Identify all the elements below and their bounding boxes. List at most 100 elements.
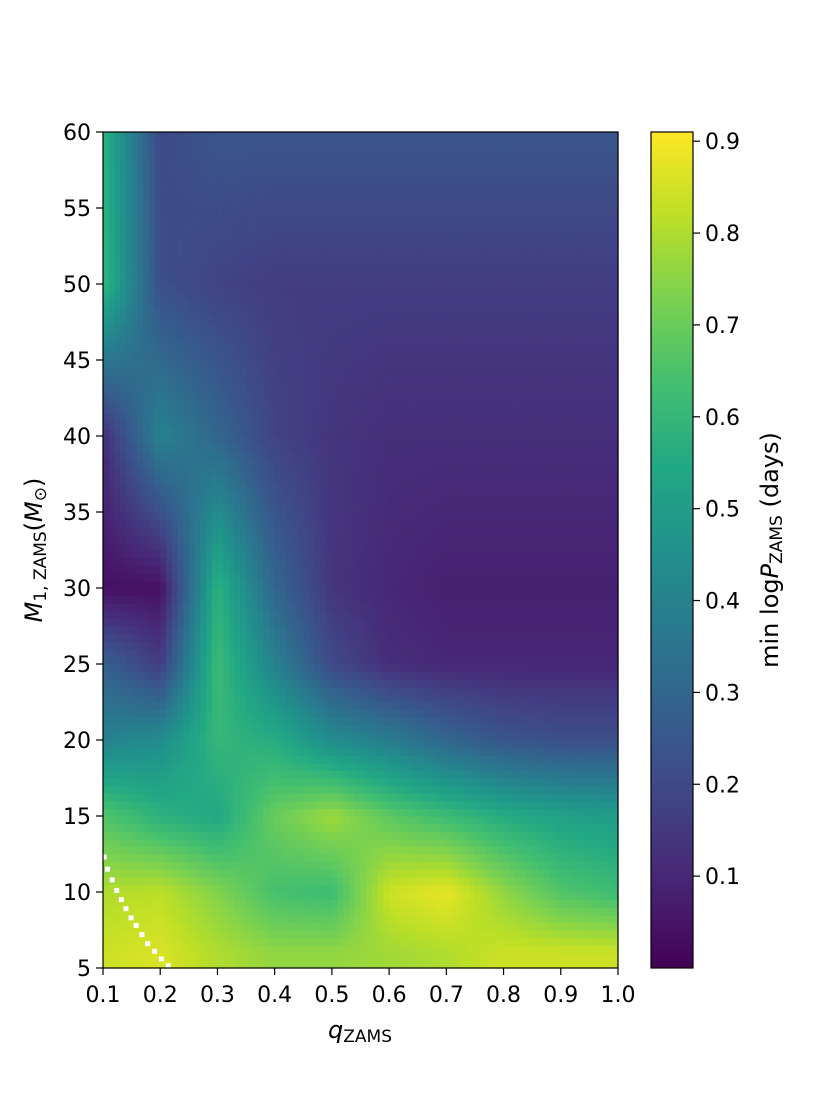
- heatmap-cell: [303, 306, 310, 315]
- heatmap-cell: [291, 618, 299, 627]
- heatmap-cell: [223, 481, 230, 490]
- heatmap-cell: [125, 724, 133, 733]
- heatmap-cell: [343, 405, 350, 414]
- heatmap-cell: [297, 527, 304, 536]
- heatmap-cell: [148, 238, 156, 247]
- heatmap-cell: [183, 192, 190, 201]
- heatmap-cell: [183, 512, 190, 521]
- heatmap-cell: [108, 382, 116, 391]
- heatmap-cell: [188, 550, 196, 559]
- heatmap-cell: [103, 816, 110, 825]
- heatmap-cell: [154, 740, 161, 749]
- heatmap-cell: [194, 740, 201, 749]
- heatmap-cell: [148, 208, 156, 217]
- heatmap-cell: [303, 200, 310, 209]
- heatmap-cell: [120, 443, 127, 452]
- heatmap-cell: [349, 147, 356, 156]
- heatmap-cell: [183, 367, 190, 376]
- heatmap-cell: [246, 474, 253, 483]
- heatmap-cell: [188, 291, 196, 300]
- heatmap-cell: [200, 542, 207, 551]
- heatmap-cell: [314, 314, 322, 323]
- heatmap-cell: [331, 907, 339, 916]
- heatmap-cell: [137, 284, 144, 293]
- heatmap-cell: [337, 314, 344, 323]
- heatmap-cell: [280, 542, 287, 551]
- heatmap-cell: [143, 740, 150, 749]
- heatmap-cell: [234, 854, 241, 863]
- heatmap-cell: [274, 641, 281, 650]
- heatmap-cell: [234, 831, 241, 840]
- heatmap-cell: [171, 367, 178, 376]
- heatmap-cell: [120, 246, 127, 255]
- heatmap-cell: [177, 937, 184, 946]
- heatmap-cell: [331, 778, 339, 787]
- heatmap-cell: [183, 496, 190, 505]
- heatmap-cell: [274, 367, 281, 376]
- heatmap-cell: [234, 139, 241, 148]
- heatmap-cell: [343, 618, 350, 627]
- heatmap-cell: [291, 869, 299, 878]
- heatmap-cell: [177, 352, 184, 361]
- heatmap-cell: [108, 770, 116, 779]
- heatmap-cell: [211, 230, 219, 239]
- heatmap-cell: [343, 838, 350, 847]
- heatmap-cell: [309, 504, 316, 513]
- heatmap-cell: [337, 527, 344, 536]
- heatmap-cell: [165, 314, 173, 323]
- heatmap-cell: [240, 337, 247, 346]
- heatmap-cell: [177, 747, 184, 756]
- heatmap-cell: [314, 481, 322, 490]
- heatmap-cell: [268, 398, 276, 407]
- heatmap-cell: [154, 139, 161, 148]
- heatmap-cell: [234, 337, 241, 346]
- heatmap-cell: [211, 208, 219, 217]
- heatmap-cell: [320, 420, 327, 429]
- heatmap-cell: [194, 854, 201, 863]
- heatmap-cell: [137, 694, 144, 703]
- heatmap-cell: [160, 527, 167, 536]
- heatmap-cell: [257, 208, 264, 217]
- heatmap-cell: [160, 344, 167, 353]
- heatmap-cell: [349, 496, 356, 505]
- heatmap-cell: [206, 618, 213, 627]
- heatmap-cell: [354, 352, 362, 361]
- heatmap-cell: [337, 428, 344, 437]
- heatmap-cell: [354, 284, 362, 293]
- heatmap-cell: [234, 261, 241, 270]
- heatmap-cell: [326, 390, 333, 399]
- heatmap-cell: [297, 572, 304, 581]
- heatmap-cell: [211, 481, 219, 490]
- heatmap-cell: [280, 914, 287, 923]
- heatmap-cell: [148, 664, 156, 673]
- heatmap-cell: [143, 747, 150, 756]
- heatmap-cell: [188, 261, 196, 270]
- heatmap-cell: [280, 162, 287, 171]
- heatmap-cell: [314, 177, 322, 186]
- heatmap-cell: [223, 375, 230, 384]
- heatmap-cell: [143, 208, 150, 217]
- heatmap-cell: [240, 360, 247, 369]
- heatmap-cell: [165, 702, 173, 711]
- heatmap-cell: [171, 375, 178, 384]
- heatmap-cell: [177, 276, 184, 285]
- heatmap-cell: [331, 709, 339, 718]
- heatmap-cell: [314, 253, 322, 262]
- heatmap-cell: [211, 223, 219, 232]
- heatmap-cell: [337, 177, 344, 186]
- heatmap-cell: [223, 504, 230, 513]
- heatmap-cell: [217, 420, 224, 429]
- heatmap-cell: [331, 960, 339, 969]
- heatmap-cell: [274, 907, 281, 916]
- heatmap-cell: [183, 747, 190, 756]
- heatmap-cell: [303, 337, 310, 346]
- heatmap-cell: [131, 268, 138, 277]
- heatmap-cell: [257, 314, 264, 323]
- heatmap-cell: [183, 170, 190, 179]
- heatmap-cell: [194, 800, 201, 809]
- heatmap-cell: [246, 740, 253, 749]
- heatmap-cell: [200, 550, 207, 559]
- heatmap-cell: [114, 572, 121, 581]
- heatmap-cell: [246, 246, 253, 255]
- heatmap-cell: [326, 808, 333, 817]
